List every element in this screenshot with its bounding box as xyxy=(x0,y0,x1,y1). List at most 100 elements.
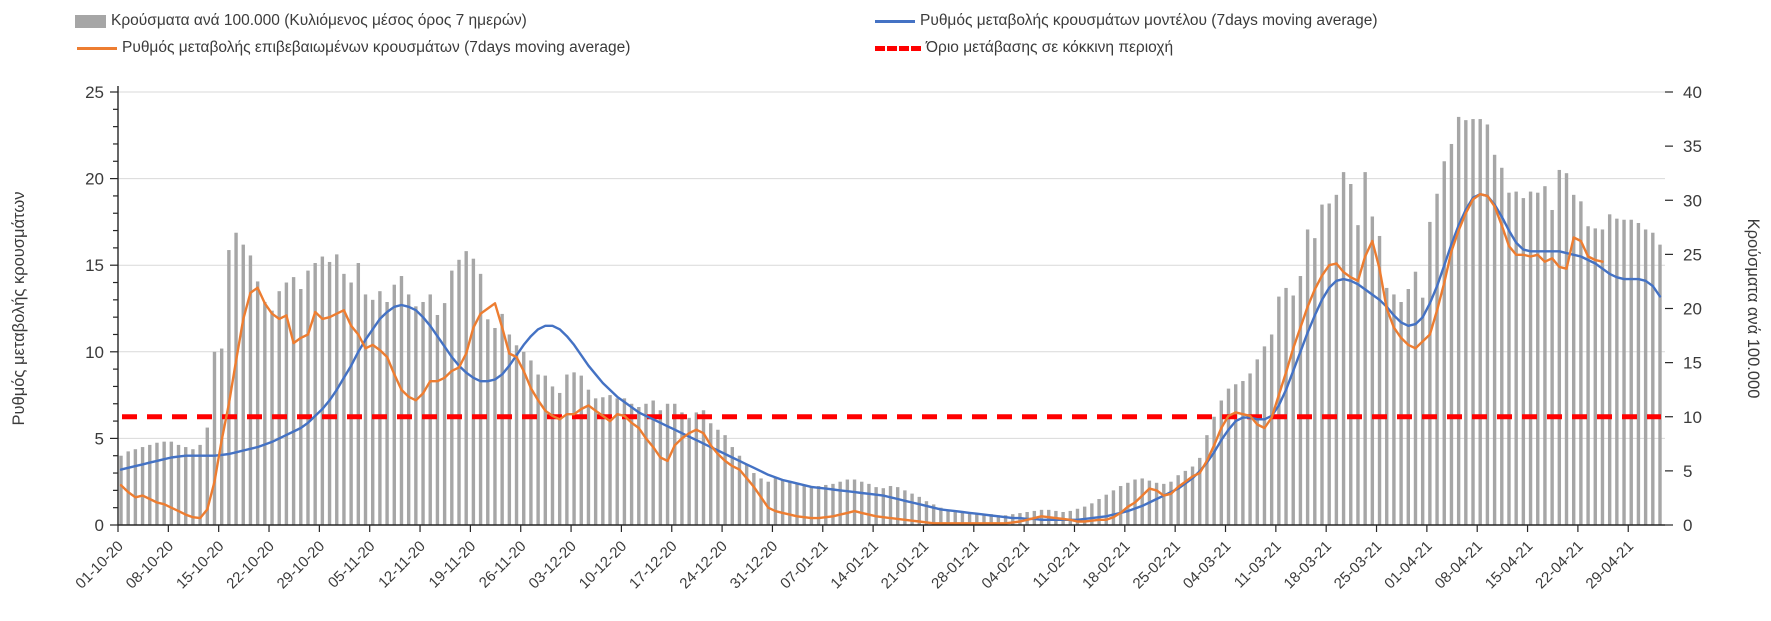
bar xyxy=(1586,226,1590,526)
bar xyxy=(1399,302,1403,525)
bar xyxy=(1255,359,1259,525)
bar xyxy=(1248,373,1252,525)
bar xyxy=(327,261,332,525)
bar xyxy=(579,375,583,525)
bar xyxy=(1241,381,1245,525)
bar xyxy=(1643,229,1648,526)
bar xyxy=(1111,490,1116,525)
bar xyxy=(529,360,533,525)
bar xyxy=(601,397,605,525)
x-axis-tick-label: 08-04-21 xyxy=(1432,538,1486,592)
x-axis-tick-label: 29-10-20 xyxy=(274,538,328,592)
bar xyxy=(824,484,828,525)
legend-item-model-rate: Ρυθμός μεταβολής κρουσμάτων μοντέλου (7d… xyxy=(875,12,1378,30)
x-axis-tick-label: 01-10-20 xyxy=(72,538,126,592)
bar xyxy=(939,507,943,525)
bar xyxy=(133,449,138,525)
bar xyxy=(1212,416,1216,525)
bar xyxy=(565,374,569,525)
legend-label-red-threshold: Όριο μετάβασης σε κόκκινη περιοχή xyxy=(926,39,1174,56)
bar xyxy=(1011,514,1015,525)
bar xyxy=(227,250,231,526)
right-axis-tick-label: 35 xyxy=(1683,137,1702,156)
x-axis-tick-label: 04-02-21 xyxy=(978,538,1032,592)
bar xyxy=(924,501,929,525)
bar xyxy=(593,398,598,525)
bar xyxy=(313,263,317,525)
bar xyxy=(277,291,281,525)
x-axis-tick-label: 05-11-20 xyxy=(325,538,379,592)
bar xyxy=(1154,482,1159,525)
bar xyxy=(1377,235,1382,525)
bar xyxy=(975,513,979,525)
bar xyxy=(1140,478,1144,525)
bar xyxy=(1507,192,1511,526)
x-axis-tick-label: 10-12-20 xyxy=(576,538,630,592)
x-axis-tick-label: 11-03-21 xyxy=(1231,538,1285,592)
bar xyxy=(1262,346,1267,525)
bar xyxy=(1385,287,1389,525)
x-axis-tick-label: 18-02-21 xyxy=(1079,538,1133,592)
bar xyxy=(184,447,188,525)
bar xyxy=(1284,287,1288,525)
bar xyxy=(378,291,382,525)
legend-item-red-threshold: Όριο μετάβασης σε κόκκινη περιοχή xyxy=(875,39,1173,57)
right-axis-tick-label: 20 xyxy=(1683,300,1702,319)
bar xyxy=(867,483,871,525)
bar xyxy=(126,451,130,525)
bar xyxy=(680,412,684,525)
bar xyxy=(1658,244,1662,525)
right-axis-tick-label: 0 xyxy=(1683,516,1692,535)
bar xyxy=(320,256,325,525)
x-axis-tick-label: 24-12-20 xyxy=(676,538,730,592)
bar xyxy=(838,481,842,525)
bar xyxy=(176,444,181,525)
right-axis-tick-label: 40 xyxy=(1683,83,1702,102)
bar xyxy=(967,512,972,525)
bar xyxy=(1572,194,1576,525)
bar xyxy=(1277,296,1281,525)
bar xyxy=(1464,120,1468,526)
bar xyxy=(543,375,548,525)
bar xyxy=(414,306,418,525)
model-rate-line xyxy=(119,192,1662,521)
bar xyxy=(730,447,734,525)
bar xyxy=(522,351,526,525)
x-axis-tick-label: 01-04-21 xyxy=(1381,538,1435,592)
bar xyxy=(1341,172,1346,526)
bar xyxy=(1169,481,1173,525)
right-axis-tick-label: 15 xyxy=(1683,354,1702,373)
bar xyxy=(1176,475,1180,525)
bar xyxy=(493,327,497,525)
bar xyxy=(1356,225,1360,525)
x-axis-tick-label: 07-01-21 xyxy=(777,538,831,592)
bar xyxy=(550,386,555,525)
x-axis-tick-label: 15-10-20 xyxy=(173,538,227,592)
bar xyxy=(723,435,727,525)
x-axis-tick-label: 22-10-20 xyxy=(223,538,277,592)
bar xyxy=(910,493,914,525)
bar xyxy=(1327,203,1331,525)
bar xyxy=(1291,295,1295,525)
bar xyxy=(766,481,770,525)
bar xyxy=(1536,192,1540,526)
bar xyxy=(737,455,742,525)
bar xyxy=(744,464,749,525)
bar xyxy=(435,314,440,525)
bar xyxy=(1636,222,1641,526)
bar xyxy=(1075,508,1080,525)
bar xyxy=(471,258,476,525)
x-axis-tick-label: 15-04-21 xyxy=(1482,538,1536,592)
right-axis-tick-label: 25 xyxy=(1683,245,1702,264)
bar xyxy=(342,273,346,525)
bar xyxy=(1334,194,1339,525)
bar xyxy=(996,515,1001,525)
bar xyxy=(169,441,174,525)
bar xyxy=(1082,506,1087,525)
x-axis-tick-label: 28-01-21 xyxy=(928,538,982,592)
red-dashed-swatch-icon xyxy=(875,45,921,51)
bar xyxy=(1485,124,1490,525)
bar xyxy=(637,407,641,525)
bar xyxy=(1370,216,1375,526)
bar xyxy=(1104,494,1108,525)
